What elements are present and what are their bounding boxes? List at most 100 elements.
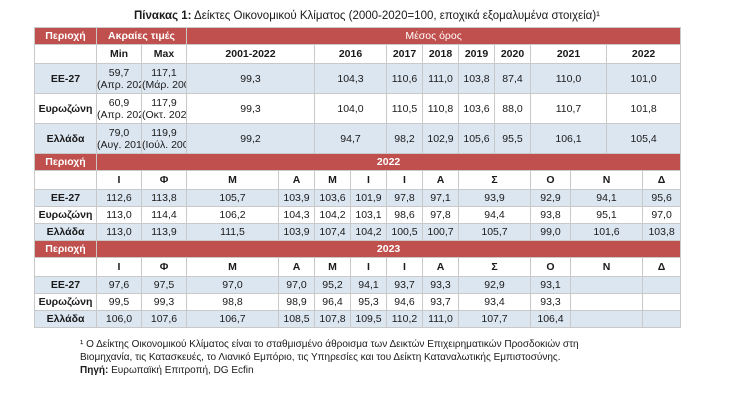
month-value: 107,8: [314, 310, 351, 328]
month-header: Μ: [314, 257, 351, 277]
table-row: Ελλάδα 113,0 113,9 111,5 103,9 107,4 104,2 100,…: [34, 223, 682, 241]
month-header: Ι: [386, 257, 423, 277]
year-header: 2023: [95, 240, 682, 258]
empty-cell: [34, 257, 97, 277]
month-value: [641, 276, 682, 294]
avg-col-header: 2016: [314, 44, 387, 64]
caption-text: Δείκτες Οικονομικού Κλίματος (2000-2020=…: [191, 10, 600, 22]
month-value: 114,4: [141, 206, 187, 224]
month-value: 106,0: [96, 310, 142, 328]
month-value: 97,5: [141, 276, 187, 294]
month-value: 93,1: [530, 276, 571, 294]
max-number: 117,9: [151, 96, 177, 109]
month-value: 103,6: [314, 189, 351, 207]
month-value: [570, 276, 643, 294]
month-header: Δ: [641, 257, 682, 277]
month-header: Ι: [96, 257, 142, 277]
month-value: 93,3: [422, 276, 459, 294]
month-header: Φ: [141, 170, 187, 190]
empty-cell: [34, 170, 97, 190]
month-value: 113,9: [141, 223, 187, 241]
month-value: [641, 310, 682, 328]
min-value: 79,0(Αυγ. 2015): [96, 123, 142, 154]
month-value: 113,0: [96, 223, 142, 241]
average-value: 94,7: [314, 123, 387, 154]
avg-col-header: 2021: [530, 44, 607, 64]
average-value: 88,0: [494, 93, 531, 124]
month-header: Α: [278, 170, 315, 190]
average-value: 105,4: [605, 123, 682, 154]
month-value: 93,7: [422, 293, 459, 311]
average-value: 99,3: [186, 93, 315, 124]
month-header: Α: [278, 257, 315, 277]
month-header: Μ: [314, 170, 351, 190]
average-value: 104,3: [314, 63, 387, 94]
month-value: 113,0: [96, 206, 142, 224]
month-value: 97,0: [641, 206, 682, 224]
average-header: Μέσος όρος: [185, 27, 682, 45]
month-value: 108,5: [278, 310, 315, 328]
month-value: 112,6: [96, 189, 142, 207]
economic-climate-table: Περιοχή Ακραίες τιμές Μέσος όρος Min Max 2001…: [34, 27, 682, 328]
average-value: 105,6: [458, 123, 495, 154]
max-date: (Μάρ. 2000): [142, 78, 186, 91]
month-value: 99,3: [141, 293, 187, 311]
month-value: 104,3: [278, 206, 315, 224]
avg-col-header: 2020: [494, 44, 531, 64]
month-value: 97,0: [278, 276, 315, 294]
year-header-row: Περιοχή 2022: [34, 153, 682, 171]
region-label: ΕΕ-27: [34, 63, 97, 94]
region-header: Περιοχή: [34, 27, 97, 45]
region-label: Ελλάδα: [34, 123, 97, 154]
max-value: 117,1(Μάρ. 2000): [141, 63, 187, 94]
month-value: [570, 293, 643, 311]
month-header: Φ: [141, 257, 187, 277]
header-row: Περιοχή Ακραίες τιμές Μέσος όρος: [34, 27, 682, 45]
min-number: 59,7: [108, 66, 130, 79]
avg-col-header: 2022: [605, 44, 682, 64]
average-value: 104,0: [314, 93, 387, 124]
month-value: 103,8: [641, 223, 682, 241]
month-value: 94,6: [386, 293, 423, 311]
month-header: Ι: [386, 170, 423, 190]
month-value: 104,2: [350, 223, 387, 241]
min-number: 79,0: [108, 126, 130, 139]
footnote-line-1: ¹ Ο Δείκτης Οικονομικού Κλίματος είναι τ…: [80, 339, 579, 350]
min-number: 60,9: [108, 96, 130, 109]
month-value: 97,8: [386, 189, 423, 207]
month-value: 105,7: [186, 189, 279, 207]
min-date: (Απρ. 2020): [97, 78, 141, 91]
average-value: 103,8: [458, 63, 495, 94]
month-value: 105,7: [458, 223, 531, 241]
month-value: 103,9: [278, 223, 315, 241]
month-value: 93,8: [530, 206, 571, 224]
table-row: ΕΕ-27 97,6 97,5 97,0 97,0 95,2 94,1 93,7 93,3 92,…: [34, 276, 682, 294]
max-date: (Οκτ. 2021): [142, 108, 187, 121]
month-value: 106,7: [186, 310, 279, 328]
month-value: 99,0: [530, 223, 571, 241]
region-label: ΕΕ-27: [34, 276, 97, 294]
month-value: 100,5: [386, 223, 423, 241]
month-value: 103,9: [278, 189, 315, 207]
month-header: Ι: [350, 257, 387, 277]
month-header: Α: [422, 170, 459, 190]
max-date: (Ιούλ. 2000): [142, 138, 186, 151]
month-value: 92,9: [458, 276, 531, 294]
region-label: ΕΕ-27: [34, 189, 97, 207]
max-number: 117,1: [151, 66, 177, 79]
month-value: 109,5: [350, 310, 387, 328]
average-value: 98,2: [386, 123, 423, 154]
average-value: 101,0: [605, 63, 682, 94]
month-value: [641, 293, 682, 311]
month-value: 104,2: [314, 206, 351, 224]
month-header: Δ: [641, 170, 682, 190]
average-value: 99,3: [186, 63, 315, 94]
min-value: 60,9(Απρ. 2020): [96, 93, 142, 124]
month-value: 106,4: [530, 310, 571, 328]
avg-col-header: 2018: [422, 44, 459, 64]
month-value: 97,8: [422, 206, 459, 224]
region-header: Περιοχή: [34, 153, 97, 171]
month-value: 107,4: [314, 223, 351, 241]
